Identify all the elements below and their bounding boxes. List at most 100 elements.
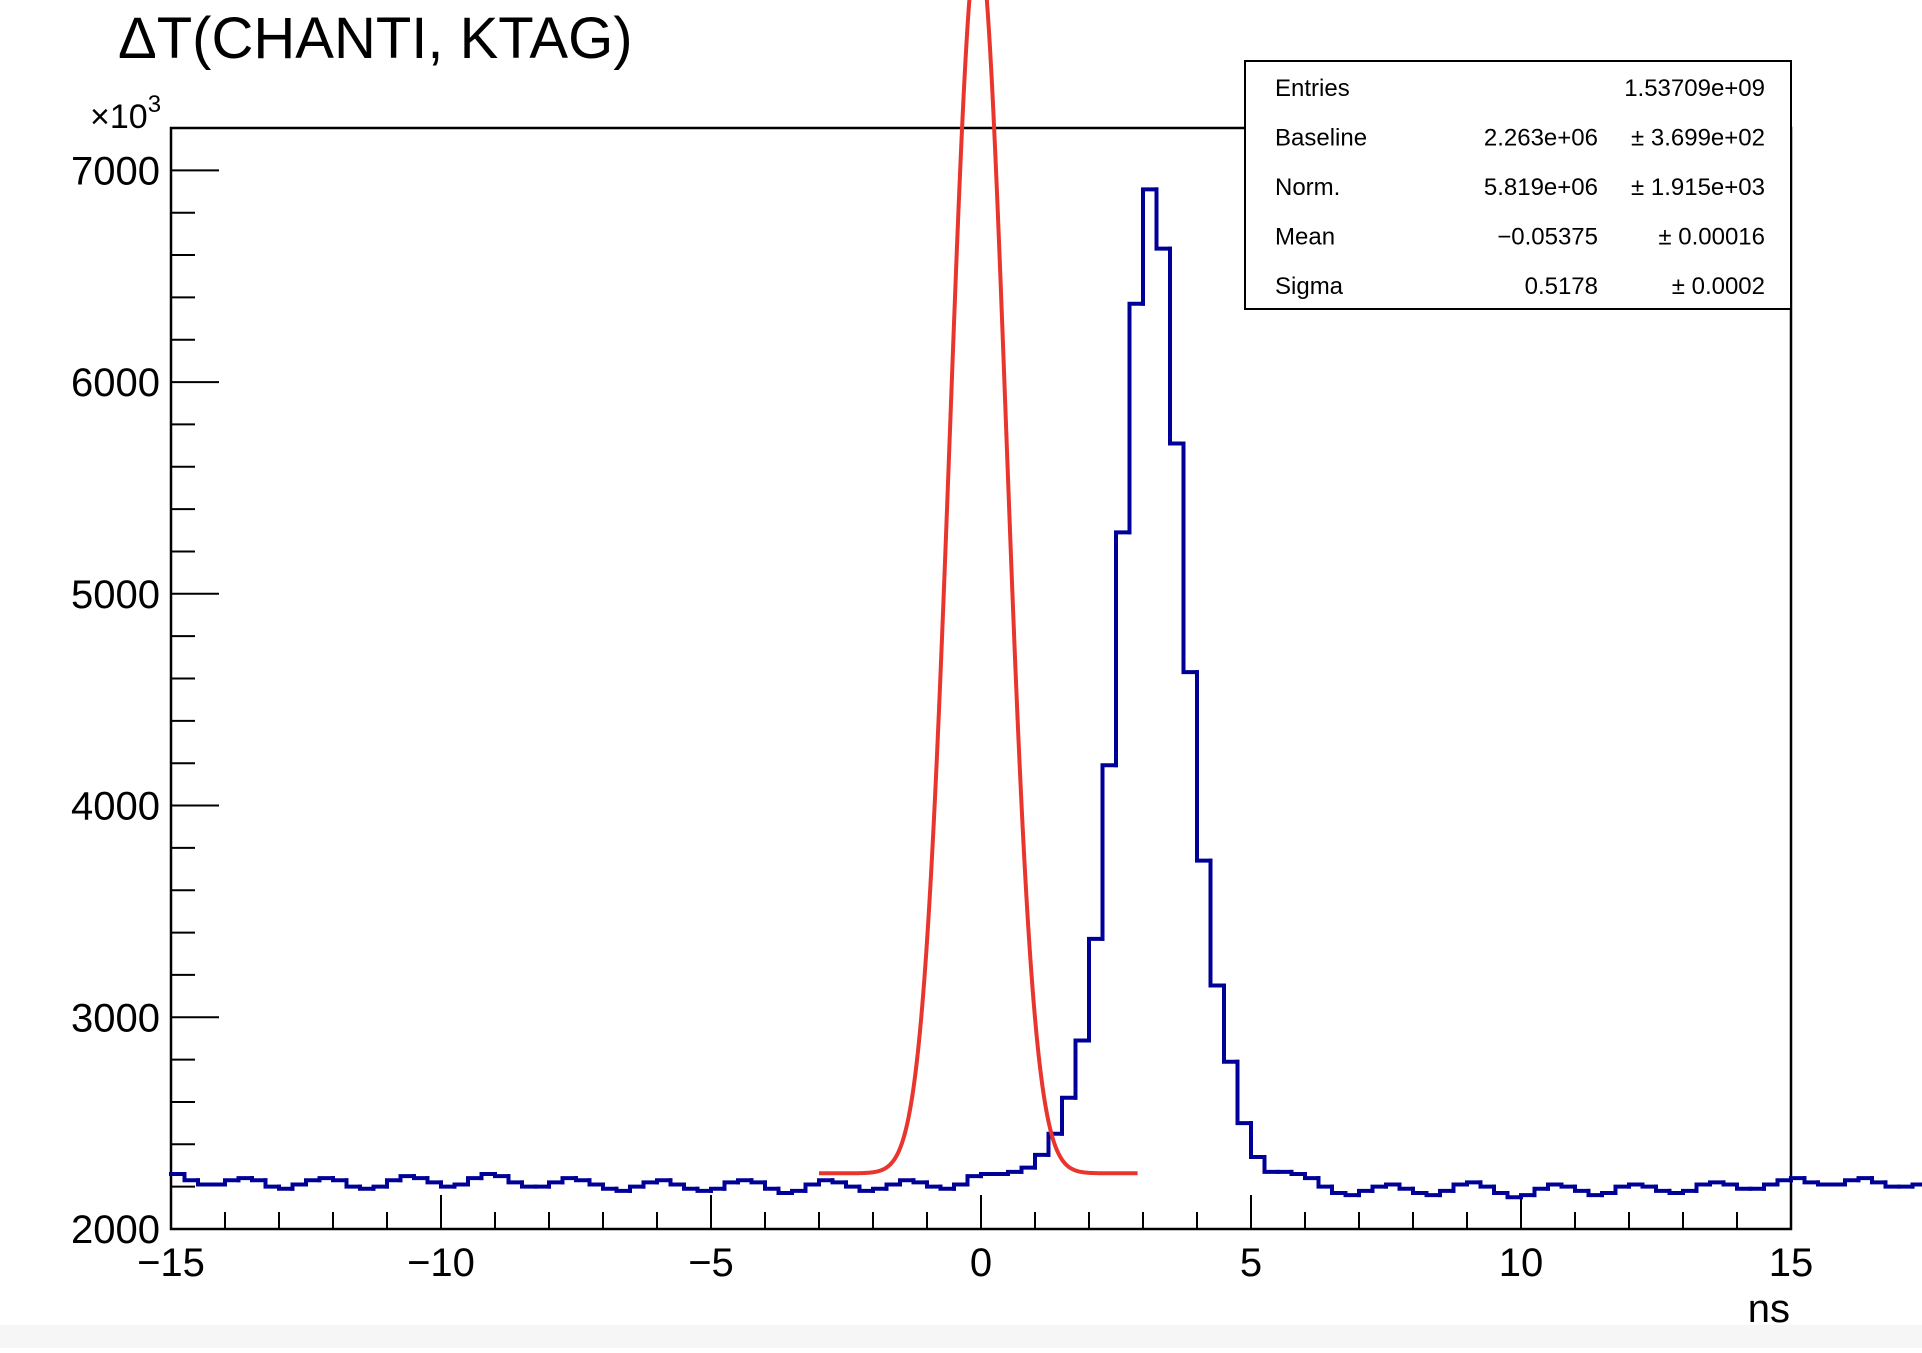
histogram-bin <box>1845 1180 1859 1184</box>
histogram-bin <box>1467 1182 1481 1184</box>
histogram-bin <box>1656 1187 1670 1191</box>
histogram-bin <box>455 1185 469 1187</box>
histogram-bin <box>1778 1180 1792 1184</box>
histogram-bin <box>1116 532 1130 765</box>
histogram-bin <box>1184 443 1198 672</box>
histogram-bin <box>387 1180 401 1186</box>
y-tick-label: 6000 <box>71 361 160 405</box>
x-axis-ticks <box>171 1195 1791 1229</box>
canvas-bottom-band <box>0 1325 1922 1348</box>
histogram-bin <box>374 1187 388 1189</box>
histogram-bin <box>1413 1189 1427 1193</box>
histogram-bin <box>846 1182 860 1186</box>
histogram-bin <box>360 1187 374 1189</box>
histogram-bin <box>1859 1178 1873 1180</box>
histogram-bin <box>1913 1185 1922 1187</box>
histogram-bin <box>1143 189 1157 303</box>
histogram-bin <box>860 1187 874 1191</box>
histogram-bin <box>495 1174 509 1176</box>
histogram-bin <box>644 1182 658 1186</box>
histogram-bin <box>1305 1174 1319 1178</box>
stats-label: Mean <box>1275 224 1335 251</box>
histogram-bin <box>1265 1157 1279 1172</box>
stats-error: ± 0.0002 <box>1672 273 1765 300</box>
histogram-bin <box>1035 1155 1049 1168</box>
histogram-bin <box>468 1178 482 1184</box>
histogram-bin <box>266 1180 280 1186</box>
histogram-bin <box>900 1180 914 1184</box>
y-axis-ticks <box>171 128 219 1229</box>
histogram-bin <box>779 1189 793 1193</box>
histogram-bin <box>198 1180 212 1184</box>
histogram-bin <box>1670 1191 1684 1193</box>
histogram-bin <box>1616 1187 1630 1193</box>
histogram-bin <box>1643 1185 1657 1187</box>
histogram-bin <box>684 1185 698 1189</box>
histogram-bin <box>887 1185 901 1189</box>
histogram-bin <box>1103 765 1117 939</box>
stats-value: −0.05375 <box>1497 224 1598 251</box>
histogram-bin <box>1332 1187 1346 1193</box>
histogram-bin <box>1764 1185 1778 1189</box>
histogram-bin <box>441 1182 455 1186</box>
histogram-bin <box>1818 1182 1832 1184</box>
histogram-bin <box>347 1180 361 1186</box>
y-axis-multiplier-exponent: 3 <box>148 91 161 118</box>
histogram-bin <box>954 1185 968 1189</box>
histogram-series <box>171 189 1922 1197</box>
histogram-bin <box>1238 1062 1252 1123</box>
histogram-bin <box>1548 1185 1562 1189</box>
histogram-bin <box>401 1176 415 1180</box>
stats-error: ± 3.699e+02 <box>1631 125 1765 152</box>
histogram-bin <box>428 1178 442 1182</box>
y-tick-label: 2000 <box>71 1208 160 1252</box>
x-tick-label: −5 <box>688 1241 734 1285</box>
histogram-bin <box>1575 1187 1589 1191</box>
histogram-bin <box>576 1178 590 1180</box>
histogram-bin <box>752 1180 766 1182</box>
histogram-bin <box>1589 1191 1603 1195</box>
histogram-bin <box>833 1180 847 1182</box>
histogram-bin <box>1683 1191 1697 1193</box>
histogram-bin <box>1602 1193 1616 1195</box>
histogram-bin <box>1373 1187 1387 1191</box>
histogram-bin <box>603 1185 617 1189</box>
histogram-bin <box>293 1185 307 1189</box>
histogram-bin <box>725 1182 739 1188</box>
histogram-bin <box>1089 939 1103 1041</box>
y-axis-multiplier: ×103 <box>90 91 161 136</box>
histogram-bin <box>1440 1191 1454 1195</box>
histogram-bin <box>252 1178 266 1180</box>
histogram-bin <box>941 1187 955 1189</box>
histogram-bin <box>1319 1178 1333 1186</box>
histogram-bin <box>765 1182 779 1188</box>
y-tick-label: 4000 <box>71 785 160 829</box>
histogram-bin <box>1008 1172 1022 1174</box>
histogram-bin <box>968 1176 982 1184</box>
histogram-bin <box>1454 1185 1468 1191</box>
histogram-bin <box>225 1180 239 1184</box>
histogram-bin <box>738 1180 752 1182</box>
histogram-bin <box>590 1180 604 1184</box>
histogram-bin <box>711 1189 725 1191</box>
histogram-bin <box>320 1178 334 1180</box>
histogram-bin <box>1737 1185 1751 1189</box>
histogram-bin <box>482 1174 496 1178</box>
histogram-bin <box>1400 1185 1414 1189</box>
histogram-bin <box>185 1174 199 1180</box>
y-axis-multiplier-base: ×10 <box>90 98 148 136</box>
histogram-bin <box>1197 672 1211 860</box>
histogram-bin <box>806 1185 820 1191</box>
histogram-bin <box>1130 304 1144 533</box>
histogram-bin <box>698 1189 712 1191</box>
histogram-bin <box>1157 189 1171 248</box>
x-tick-label: 5 <box>1240 1241 1262 1285</box>
histogram-bin <box>1427 1193 1441 1195</box>
histogram-bin <box>1062 1098 1076 1134</box>
histogram-bin <box>1724 1182 1738 1184</box>
